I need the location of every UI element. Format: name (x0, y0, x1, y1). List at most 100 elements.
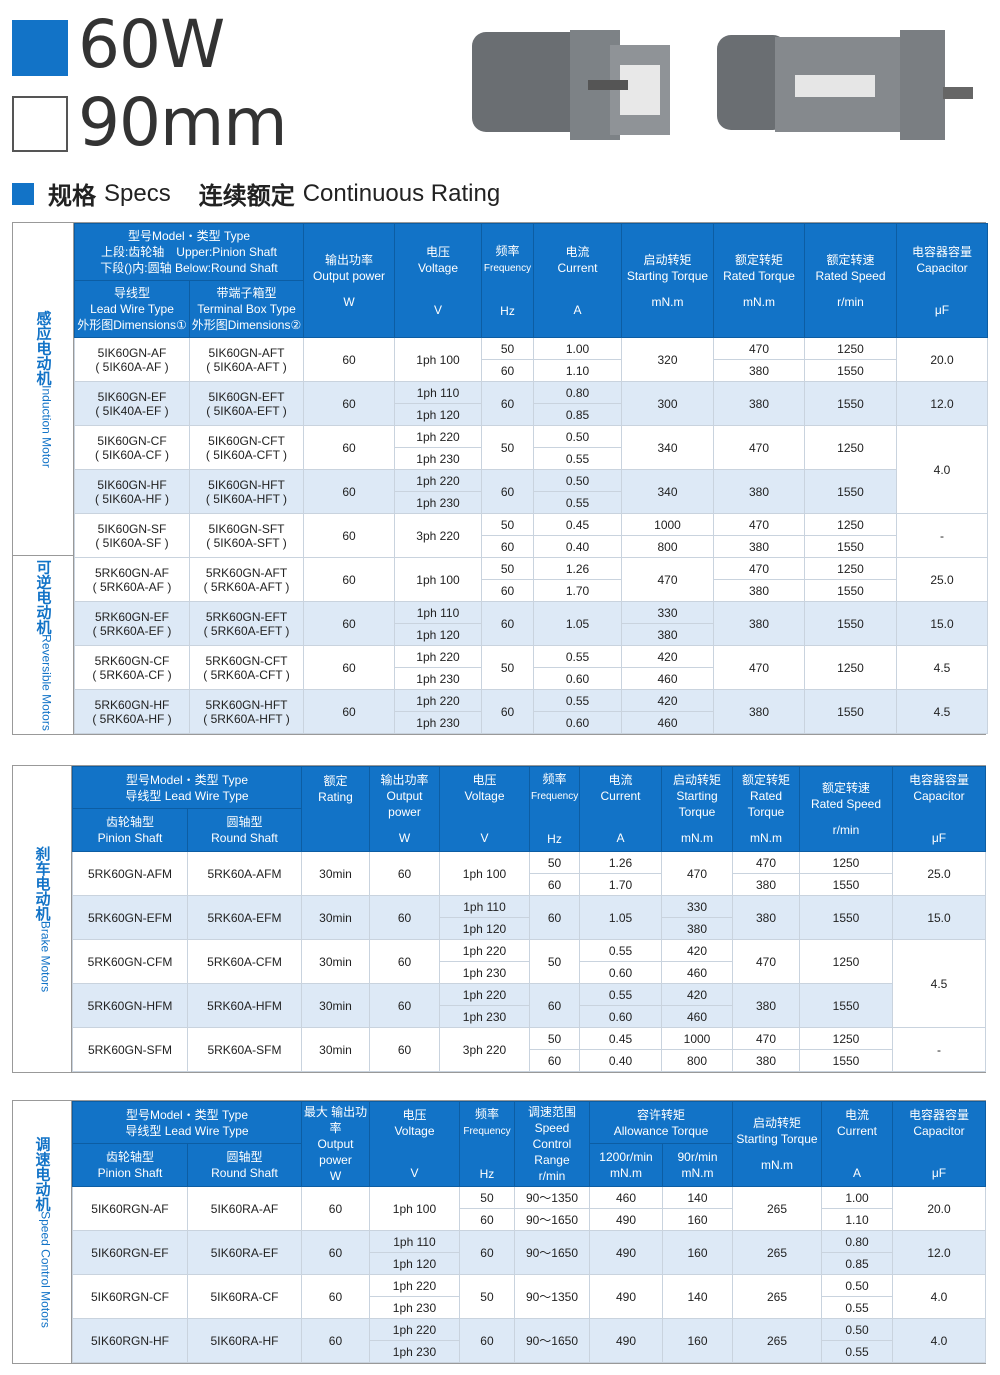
model-number: 5IK60GN-EF (97, 389, 167, 404)
model-number: 5RK60GN-AF (94, 565, 170, 580)
start-cell: 420 (661, 939, 733, 962)
model-number: 5IK60GN-CFT (208, 433, 285, 448)
cur-cell: 0.55 (579, 939, 662, 962)
table-row: 60 1.70 380 1550 (72, 873, 985, 896)
round-shaft-header: 圆轴型 Round Shaft (186, 808, 303, 852)
model-header: 型号Model・类型 Type 导线型 Lead Wire Type (71, 766, 303, 809)
a90-cell: 140 (661, 1274, 734, 1319)
rated-torque-header: 额定转矩 Rated Torque mN.m (713, 223, 805, 338)
table-row: 60 1.10 380 1550 (75, 359, 988, 382)
start-cell: 265 (732, 1274, 822, 1319)
volt-cell: 1ph 110 (394, 601, 482, 624)
round-cell: 5IK60RA-EF (186, 1230, 302, 1275)
term-cell: 5RK60GN-HFT( 5RK60A-HFT ) (189, 689, 304, 734)
table-row: 5RK60GN-HFM 5RK60A-HFM 30min 60 1ph 220 60 0.5… (71, 983, 985, 1028)
model-number: 5IK60GN-HFT (208, 477, 285, 492)
range-cell: 90～1350 (513, 1186, 590, 1209)
capacitor-header: 电容器容量 Capacitor μF (892, 766, 986, 852)
start-cell: 265 (732, 1318, 822, 1363)
table-row: 60 0.40 800 380 1550 (72, 1049, 985, 1072)
power-swatch (12, 20, 68, 76)
cur-cell: 1.26 (533, 557, 622, 580)
model-number: ( 5RK60A-AF ) (92, 579, 172, 594)
start-cell: 460 (621, 667, 714, 690)
rating-header: 额定 Rating (301, 766, 370, 852)
round-cell: 5IK60RA-CF (186, 1274, 302, 1319)
a1200-cell: 490 (588, 1318, 663, 1363)
volt-cell: 1ph 230 (368, 1340, 460, 1363)
start-cell: 1000 (621, 513, 714, 536)
frequency-header: 频率 Frequency Hz (529, 766, 580, 852)
pin-cell: 5RK60GN-HFM (71, 983, 188, 1028)
table-row: 1ph 230 0.60 460 (75, 667, 988, 690)
speed-cell: 1550 (804, 381, 897, 426)
cap-cell: - (892, 1027, 986, 1072)
power-cell: 60 (369, 983, 440, 1028)
rating-cell: 30min (301, 1027, 370, 1072)
table-row: 1ph 230 0.60 460 (75, 711, 988, 734)
freq-cell: 50 (481, 513, 534, 536)
table-row: 5RK60GN-CF( 5RK60A-CF ) 5RK60GN-CFT( 5RK6… (74, 645, 988, 690)
model-number: 5RK60GN-CFT (205, 653, 288, 668)
speed-cell: 1550 (799, 1049, 893, 1072)
model-number: ( 5RK60A-EFT ) (203, 623, 290, 638)
cur-cell: 1.70 (579, 873, 662, 896)
start-cell: 460 (621, 711, 714, 734)
model-number: 5IK60GN-AF (97, 345, 167, 360)
term-cell: 5IK60GN-HFT( 5IK60A-HFT ) (189, 469, 304, 514)
cap-cell: 20.0 (896, 337, 988, 382)
volt-cell: 1ph 120 (394, 403, 482, 426)
motor-image-right (717, 30, 973, 140)
freq-cell: 50 (481, 425, 534, 470)
cur-cell: 0.50 (821, 1274, 893, 1297)
freq-cell: 60 (481, 469, 534, 514)
term-cell: 5IK60GN-CFT( 5IK60A-CFT ) (189, 425, 304, 470)
table-row: 5RK60GN-SFM 5RK60A-SFM 30min 60 3ph 220 50 0.4… (71, 1027, 986, 1072)
rated-cell: 470 (713, 337, 805, 360)
rated-cell: 380 (713, 579, 805, 602)
model-header: 型号Model・类型 Type 导线型 Lead Wire Type (71, 1101, 302, 1144)
rated-speed-header: 额定转速 Rated Speed r/min (799, 766, 893, 852)
voltage-header: 电压 Voltage V (394, 223, 482, 338)
volt-cell: 1ph 230 (368, 1296, 460, 1319)
round-cell: 5IK60RA-AF (186, 1186, 302, 1231)
speed-cell: 1250 (804, 513, 897, 536)
cap-cell: - (896, 513, 988, 558)
a1200-cell: 460 (588, 1186, 663, 1209)
cur-cell: 0.60 (579, 961, 662, 984)
rating-cell: 30min (301, 895, 370, 940)
cur-cell: 0.45 (533, 513, 622, 536)
pin-cell: 5RK60GN-AFM (71, 851, 188, 896)
freq-cell: 60 (529, 1049, 580, 1072)
a90-cell: 160 (661, 1230, 734, 1275)
model-number: ( 5IK60A-EFT ) (206, 403, 287, 418)
model-number: 5IK60GN-HF (97, 477, 167, 492)
power-cell: 60 (369, 1027, 440, 1072)
rated-cell: 470 (713, 513, 805, 536)
rated-cell: 380 (713, 601, 805, 646)
spec-table-3: 型号Model・类型 Type 导线型 Lead Wire Type 最大 输出功… (71, 1101, 986, 1363)
volt-cell: 1ph 100 (394, 557, 482, 602)
table-row: 1ph 230 0.60 460 (72, 961, 985, 984)
volt-cell: 1ph 220 (394, 425, 482, 448)
lead-wire-header: 导线型 Lead Wire Type 外形图Dimensions① (74, 280, 190, 338)
table-row: 60 1.70 380 1550 (75, 579, 988, 602)
power-cell: 60 (303, 513, 395, 558)
pin-cell: 5RK60GN-SFM (71, 1027, 188, 1072)
volt-cell: 1ph 100 (439, 851, 530, 896)
cur-cell: 0.40 (579, 1049, 662, 1072)
rated-cell: 470 (713, 645, 805, 690)
side-label-reversible: 可逆电动机 Reversible Motors (13, 556, 74, 734)
start-cell: 320 (621, 337, 714, 382)
table-row: 5IK60GN-SF( 5IK60A-SF ) 5IK60GN-SFT( 5IK6… (74, 513, 988, 558)
power-cell: 60 (303, 601, 395, 646)
term-cell: 5IK60GN-AFT( 5IK60A-AFT ) (189, 337, 304, 382)
range-cell: 90～1350 (513, 1274, 590, 1319)
power-title: 60W (78, 6, 225, 83)
frame-title: 90mm (78, 84, 288, 161)
power-header: 输出功率 Output power W (303, 223, 395, 338)
volt-cell: 1ph 120 (368, 1252, 460, 1275)
cap-cell: 12.0 (896, 381, 988, 426)
cur-cell: 0.80 (821, 1230, 893, 1253)
power-cell: 60 (369, 851, 440, 896)
